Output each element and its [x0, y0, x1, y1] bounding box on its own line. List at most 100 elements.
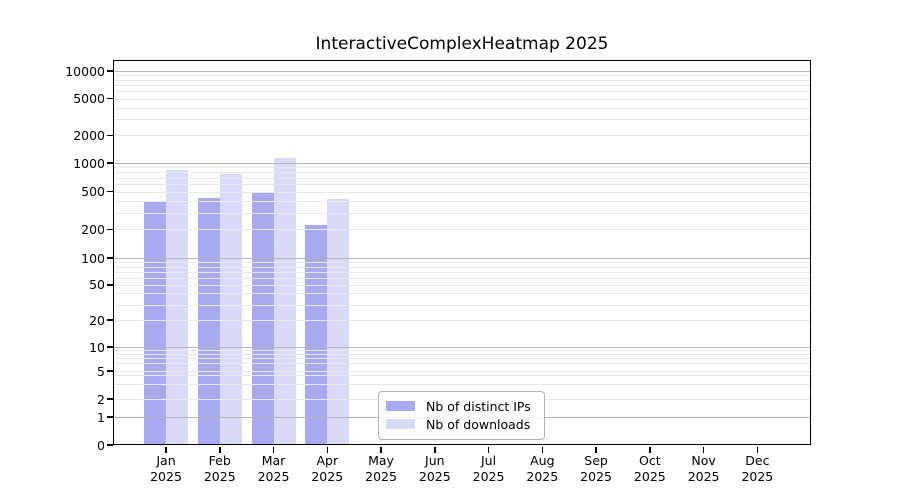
minor-gridline: [114, 304, 810, 306]
x-tick-mark: [165, 446, 167, 453]
x-tick-mark: [649, 446, 651, 453]
y-tick-mark: [107, 416, 113, 418]
x-tick-label-month: Jun: [425, 453, 445, 468]
minor-gridline: [114, 357, 810, 359]
y-tick-mark: [107, 370, 113, 372]
minor-gridline: [114, 172, 810, 174]
x-tick-mark: [219, 446, 221, 453]
y-tick-mark: [107, 228, 113, 231]
y-tick-mark: [107, 134, 113, 137]
x-tick-label-year: 2025: [365, 468, 397, 484]
y-tick-label: 100: [81, 250, 105, 266]
x-tick-label-year: 2025: [472, 468, 505, 484]
major-gridline: [114, 347, 810, 348]
x-tick-label-year: 2025: [687, 468, 720, 484]
minor-gridline: [114, 91, 810, 93]
x-tick-label: Oct 2025: [620, 453, 680, 484]
x-tick-label: May 2025: [351, 453, 411, 484]
x-tick-mark: [380, 446, 382, 453]
minor-gridline: [114, 353, 810, 355]
minor-gridline: [114, 374, 810, 376]
x-tick-label: Dec 2025: [727, 453, 787, 484]
minor-gridline: [114, 85, 810, 87]
major-gridline: [114, 258, 810, 259]
minor-gridline: [114, 135, 810, 137]
y-tick-label: 5: [97, 363, 105, 379]
minor-gridline: [114, 107, 810, 109]
minor-gridline: [114, 271, 810, 273]
x-tick-mark: [756, 446, 759, 453]
y-tick-mark: [107, 444, 113, 446]
x-tick-label: Sep 2025: [566, 453, 626, 484]
x-tick-label-month: Sep: [584, 453, 608, 468]
x-tick-label-year: 2025: [418, 468, 451, 484]
y-tick-mark: [107, 70, 113, 72]
y-tick-label: 50: [89, 277, 105, 293]
y-tick-mark: [107, 97, 113, 100]
x-tick-label: Jun 2025: [405, 453, 465, 484]
bar-distinct-ips: [305, 225, 328, 445]
y-tick-mark: [107, 257, 113, 259]
x-tick-label-month: Aug: [530, 453, 555, 468]
x-tick-label: Jul 2025: [459, 453, 519, 484]
y-tick-mark: [107, 346, 113, 348]
minor-gridline: [114, 79, 810, 81]
x-tick-label: Aug 2025: [512, 453, 572, 484]
bar-distinct-ips: [251, 193, 274, 445]
bar-distinct-ips: [144, 201, 166, 445]
minor-gridline: [114, 119, 810, 121]
x-tick-label: Mar 2025: [244, 453, 304, 484]
y-tick-label: 0: [97, 437, 105, 453]
x-tick-label-month: Oct: [639, 453, 661, 468]
y-tick-label: 200: [81, 221, 105, 237]
y-tick-label: 2000: [73, 127, 105, 143]
legend-label-distinct-ips: Nb of distinct IPs: [426, 398, 531, 414]
minor-gridline: [114, 277, 810, 279]
y-tick-label: 20: [89, 312, 105, 328]
x-tick-label-year: 2025: [580, 468, 612, 484]
minor-gridline: [114, 191, 810, 193]
x-tick-label-month: May: [368, 453, 394, 468]
x-tick-label-month: Mar: [261, 453, 286, 468]
legend-label-downloads: Nb of downloads: [426, 416, 531, 432]
x-tick-mark: [595, 446, 597, 453]
minor-gridline: [114, 266, 810, 268]
y-tick-label: 1: [97, 409, 105, 425]
x-tick-label: Nov 2025: [674, 453, 734, 484]
y-tick-label: 10: [89, 339, 105, 355]
y-tick-mark: [107, 284, 113, 286]
x-tick-label-month: Jul: [481, 453, 497, 468]
x-tick-mark: [702, 446, 705, 453]
x-tick-label: Jan 2025: [136, 453, 196, 484]
y-tick-mark: [107, 398, 113, 400]
y-tick-mark: [107, 162, 113, 164]
y-tick-label: 2: [97, 391, 105, 407]
minor-gridline: [114, 177, 810, 179]
x-tick-label-year: 2025: [257, 468, 290, 484]
bar-downloads: [219, 173, 242, 445]
x-tick-label-year: 2025: [203, 468, 236, 484]
x-tick-label-year: 2025: [311, 468, 344, 484]
x-tick-label-year: 2025: [741, 468, 774, 484]
legend: Nb of distinct IPs Nb of downloads: [378, 391, 545, 440]
x-tick-label: Apr 2025: [297, 453, 357, 484]
minor-gridline: [114, 98, 810, 100]
minor-gridline: [114, 167, 810, 169]
y-tick-mark: [107, 190, 113, 193]
minor-gridline: [114, 362, 810, 364]
minor-gridline: [114, 262, 810, 264]
legend-swatch-distinct-ips: [386, 401, 415, 411]
minor-gridline: [114, 350, 810, 352]
x-tick-mark: [487, 446, 490, 453]
bar-downloads: [166, 169, 188, 445]
y-tick-mark: [107, 319, 113, 321]
x-tick-label-month: Jan: [156, 453, 176, 468]
y-tick-label: 500: [81, 184, 105, 200]
y-tick-label: 10000: [65, 63, 105, 79]
minor-gridline: [114, 75, 810, 77]
minor-gridline: [114, 200, 810, 202]
x-tick-label-month: Dec: [745, 453, 770, 468]
minor-gridline: [114, 371, 810, 372]
x-tick-label-month: Feb: [208, 453, 231, 468]
